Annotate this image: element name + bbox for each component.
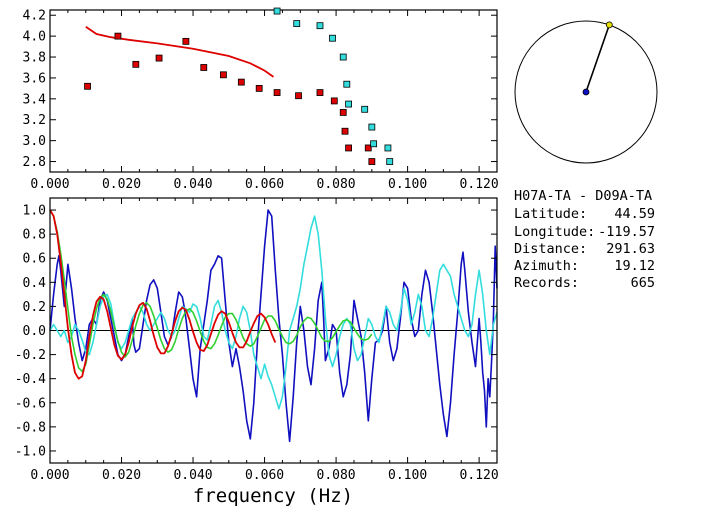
y-tick-label: -0.8 [15, 420, 46, 435]
azimuth-value: 19.12 [614, 258, 655, 274]
green-correlation-line [49, 209, 373, 373]
red-dispersion-point [200, 64, 208, 71]
red-dispersion-point [316, 89, 324, 96]
records-label: Records: [514, 275, 579, 291]
station-pair: H07A-TA - D09A-TA [514, 188, 652, 204]
red-dispersion-point [295, 92, 302, 100]
y-tick-label: 0.2 [23, 300, 46, 315]
x-tick-label: 0.000 [30, 177, 69, 192]
dispersion-line-layer [85, 25, 275, 78]
y-tick-label: 3.2 [23, 113, 46, 128]
cyan-dispersion-point [339, 53, 347, 61]
correlation-series-layer [49, 209, 498, 443]
red-dispersion-point [341, 127, 349, 135]
y-tick-label: 1.0 [23, 204, 46, 219]
x-tick-label: 0.100 [388, 177, 427, 192]
red-dispersion-point [155, 54, 163, 62]
longitude-label: Longitude: [514, 224, 595, 240]
y-tick-label: 3.0 [23, 134, 46, 149]
compass-azimuth-line [585, 24, 611, 93]
red-dispersion-point [330, 97, 338, 105]
blue-correlation-line [49, 209, 498, 443]
x-tick-label: 0.100 [388, 468, 427, 483]
cyan-dispersion-point [368, 123, 376, 131]
y-tick-label: 0.6 [23, 252, 46, 267]
red-dispersion-point [255, 84, 263, 92]
red-dispersion-point [132, 60, 140, 68]
y-tick-label: -1.0 [15, 444, 46, 459]
y-tick-label: 4.2 [23, 9, 46, 24]
compass-azimuth-dot [605, 21, 613, 29]
x-axis-title: frequency (Hz) [193, 485, 353, 507]
records-value: 665 [631, 275, 655, 291]
y-tick-label: 4.0 [23, 30, 46, 45]
x-tick-label: 0.080 [317, 177, 356, 192]
correlation-chart: 0.000 0.020 0.040 0.060 0.080 0.100 0.120 1.00… [15, 197, 499, 507]
red-dispersion-point [368, 158, 376, 165]
y-tick-label: -0.4 [15, 372, 46, 387]
y-tick-label: 3.8 [23, 51, 46, 66]
correlation-x-ticks: 0.000 0.020 0.040 0.060 0.080 0.100 0.120 [30, 198, 499, 483]
red-dispersion-point [273, 89, 281, 96]
dispersion-y-ticks: 2.8 3.0 3.2 3.4 3.6 3.8 4.0 4.2 [23, 9, 497, 170]
azimuth-label: Azimuth: [514, 258, 579, 274]
cyan-dispersion-point [361, 105, 369, 113]
y-tick-label: 0.0 [23, 324, 46, 339]
cyan-dispersion-point [370, 140, 378, 148]
y-tick-label: 0.4 [23, 276, 47, 291]
distance-value: 291.63 [606, 241, 655, 257]
red-dispersion-point [220, 71, 227, 79]
red-dispersion-point [339, 109, 347, 116]
x-tick-label: 0.000 [30, 468, 69, 483]
x-tick-label: 0.020 [102, 177, 141, 192]
azimuth-compass [514, 20, 658, 164]
red-correlation-line [49, 209, 277, 380]
red-dispersion-point [345, 144, 352, 152]
y-tick-label: -0.2 [15, 348, 46, 363]
dispersion-fit-line [85, 25, 275, 78]
cyan-dispersion-point [293, 20, 301, 27]
red-dispersion-point [364, 144, 372, 152]
cyan-dispersion-point [386, 158, 394, 165]
y-tick-label: 0.8 [23, 228, 46, 243]
red-dispersion-point [84, 82, 91, 90]
cyan-dispersion-point [345, 100, 352, 108]
red-dispersion-point [182, 37, 190, 45]
dispersion-x-ticks: 0.000 0.020 0.040 0.060 0.080 0.100 0.120 [30, 10, 499, 192]
y-tick-label: -0.6 [15, 396, 46, 411]
x-tick-label: 0.080 [317, 468, 356, 483]
y-tick-label: 2.8 [23, 155, 46, 170]
cyan-dispersion-point [273, 7, 281, 15]
x-tick-label: 0.120 [460, 177, 499, 192]
y-tick-label: 3.6 [23, 71, 46, 86]
cyan-correlation-line [49, 215, 498, 410]
dispersion-chart-frame [49, 9, 498, 173]
compass-circle [514, 20, 658, 164]
latitude-value: 44.59 [614, 206, 655, 222]
latitude-label: Latitude: [514, 206, 587, 222]
red-dispersion-point [237, 78, 245, 86]
dispersion-points-layer [84, 7, 394, 165]
compass-station-dot [582, 88, 590, 96]
longitude-value: -119.57 [598, 224, 655, 240]
x-tick-label: 0.020 [102, 468, 141, 483]
x-tick-label: 0.120 [460, 468, 499, 483]
cyan-dispersion-point [343, 80, 351, 88]
y-tick-label: 3.4 [23, 92, 47, 107]
x-tick-label: 0.060 [245, 177, 284, 192]
x-tick-label: 0.060 [245, 468, 284, 483]
distance-label: Distance: [514, 241, 587, 257]
cyan-dispersion-point [329, 34, 336, 42]
dispersion-chart: 0.000 0.020 0.040 0.060 0.080 0.100 0.120 2.8 3… [23, 7, 499, 192]
red-dispersion-point [114, 32, 122, 40]
x-tick-label: 0.040 [173, 177, 212, 192]
station-info: H07A-TA - D09A-TA Latitude: 44.59 Longit… [514, 188, 655, 291]
cyan-dispersion-point [316, 22, 324, 30]
cyan-dispersion-point [384, 144, 392, 152]
correlation-y-ticks: 1.0 0.8 0.6 0.4 0.2 0.0 -0.2 -0.4 -0.6 -0.8 -1.0 [15, 204, 497, 459]
x-tick-label: 0.040 [173, 468, 212, 483]
